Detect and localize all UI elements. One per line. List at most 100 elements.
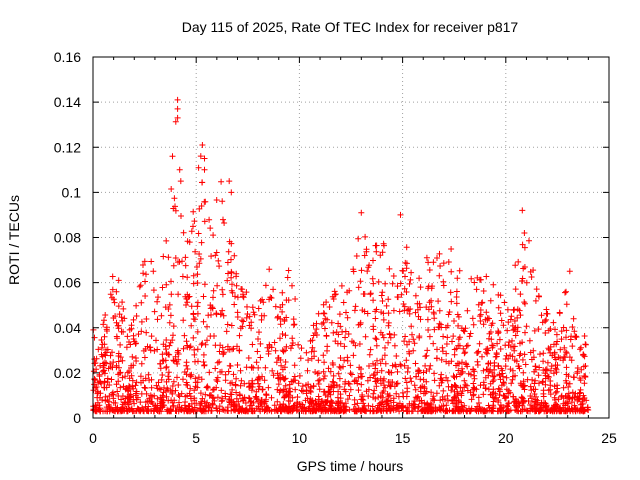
data-point bbox=[245, 394, 252, 401]
data-point bbox=[229, 281, 235, 288]
data-point bbox=[563, 407, 570, 414]
data-point bbox=[477, 307, 484, 313]
data-point bbox=[470, 392, 477, 399]
data-point bbox=[394, 294, 401, 300]
data-point bbox=[240, 318, 247, 325]
data-point bbox=[188, 371, 195, 378]
data-point bbox=[521, 230, 528, 236]
data-point bbox=[453, 395, 460, 402]
data-point bbox=[219, 198, 226, 205]
data-point bbox=[553, 388, 560, 395]
data-point bbox=[244, 303, 250, 310]
data-point bbox=[515, 399, 522, 406]
data-point bbox=[411, 404, 418, 411]
data-point bbox=[578, 366, 585, 373]
data-point bbox=[529, 406, 536, 413]
data-point bbox=[351, 307, 358, 314]
data-point bbox=[361, 402, 368, 409]
data-point bbox=[490, 377, 497, 383]
data-point bbox=[220, 406, 227, 413]
data-point bbox=[323, 332, 330, 339]
data-point bbox=[377, 393, 384, 400]
data-point bbox=[243, 407, 250, 414]
data-point bbox=[147, 344, 154, 351]
x-axis-label: GPS time / hours bbox=[297, 458, 404, 474]
data-point bbox=[344, 314, 351, 321]
data-point bbox=[375, 278, 382, 285]
data-point bbox=[101, 317, 107, 324]
data-point bbox=[218, 368, 225, 375]
data-point bbox=[361, 308, 368, 315]
data-point bbox=[366, 351, 373, 358]
data-point bbox=[569, 343, 576, 350]
data-point bbox=[336, 363, 343, 370]
data-point bbox=[320, 310, 327, 317]
data-point bbox=[532, 297, 539, 304]
data-point bbox=[194, 280, 201, 286]
data-point bbox=[106, 393, 113, 399]
data-point bbox=[496, 405, 503, 412]
data-point bbox=[423, 254, 430, 261]
data-point bbox=[440, 282, 447, 289]
data-point bbox=[228, 397, 235, 404]
data-point bbox=[144, 408, 151, 414]
data-point bbox=[190, 208, 197, 215]
data-point bbox=[402, 333, 409, 340]
data-point bbox=[468, 396, 475, 403]
data-point bbox=[483, 309, 490, 316]
data-point bbox=[487, 391, 494, 398]
data-point bbox=[421, 383, 428, 390]
data-point bbox=[416, 334, 423, 341]
x-tick-label: 25 bbox=[601, 430, 617, 446]
data-point bbox=[304, 367, 311, 374]
data-point bbox=[315, 381, 322, 387]
data-point bbox=[571, 374, 578, 381]
data-point bbox=[223, 328, 230, 335]
data-point bbox=[213, 197, 220, 203]
data-point bbox=[193, 407, 200, 414]
data-point bbox=[236, 332, 243, 339]
data-point bbox=[452, 382, 459, 389]
data-point bbox=[334, 340, 341, 347]
data-point bbox=[170, 332, 176, 339]
data-point bbox=[449, 397, 456, 404]
data-point bbox=[137, 373, 144, 380]
data-point bbox=[389, 280, 396, 287]
data-point bbox=[519, 382, 526, 389]
data-point bbox=[403, 244, 410, 251]
data-point bbox=[378, 309, 385, 316]
data-point bbox=[101, 370, 108, 377]
data-point bbox=[290, 322, 297, 328]
data-point bbox=[385, 369, 392, 375]
data-point bbox=[484, 350, 491, 357]
data-point bbox=[386, 382, 393, 389]
data-point bbox=[335, 399, 342, 406]
data-point bbox=[427, 362, 434, 369]
data-point bbox=[337, 364, 344, 371]
data-point bbox=[449, 338, 455, 345]
data-point bbox=[320, 368, 327, 375]
data-point bbox=[347, 362, 354, 369]
data-point bbox=[114, 335, 121, 342]
data-point bbox=[540, 350, 547, 357]
data-point bbox=[504, 306, 511, 313]
data-point bbox=[461, 350, 468, 357]
data-point bbox=[569, 406, 576, 413]
data-point bbox=[155, 379, 162, 386]
data-point bbox=[562, 402, 569, 409]
data-point bbox=[171, 397, 178, 404]
y-tick-label: 0 bbox=[73, 410, 81, 426]
data-point bbox=[358, 209, 365, 216]
data-point bbox=[188, 303, 195, 310]
data-point bbox=[165, 373, 172, 380]
data-point bbox=[431, 397, 438, 404]
data-point bbox=[342, 406, 349, 413]
data-point bbox=[206, 404, 213, 411]
data-point bbox=[580, 352, 587, 359]
data-point bbox=[341, 343, 348, 350]
data-point bbox=[130, 316, 137, 323]
data-point bbox=[151, 308, 158, 315]
data-point bbox=[289, 282, 295, 289]
data-point bbox=[114, 322, 121, 329]
data-point bbox=[243, 314, 250, 321]
